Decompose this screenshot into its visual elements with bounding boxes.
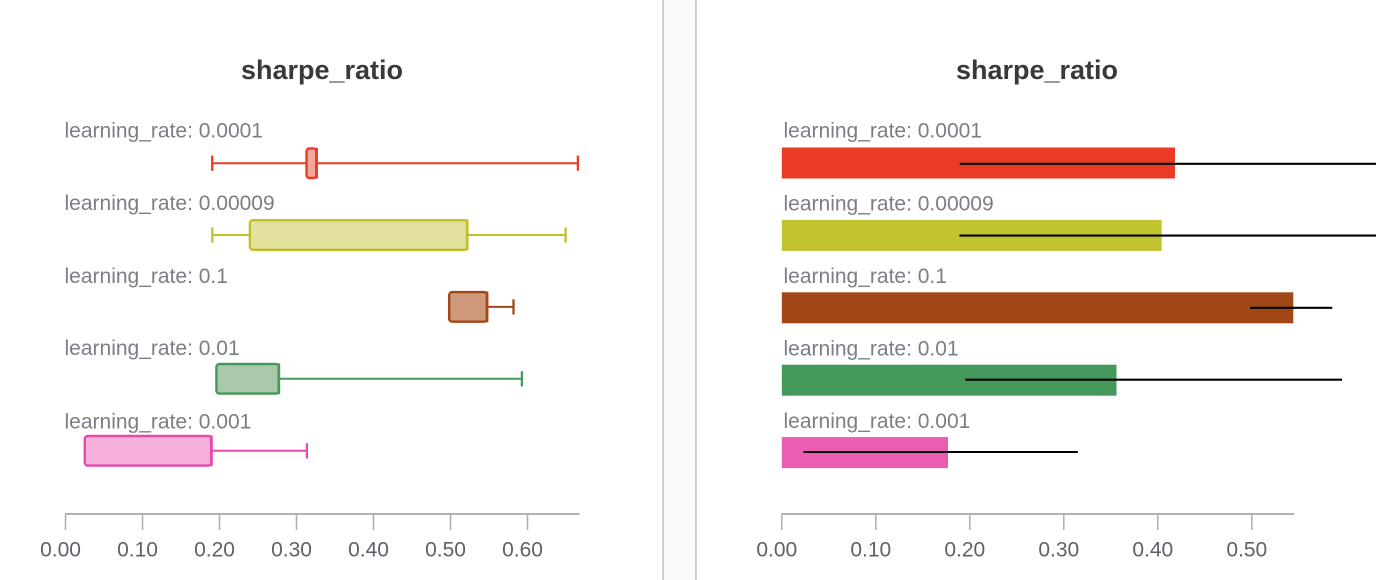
svg-text:learning_rate: 0.01: learning_rate: 0.01 [65,337,240,360]
svg-text:0.00: 0.00 [756,539,797,562]
svg-text:learning_rate: 0.00009: learning_rate: 0.00009 [65,192,275,215]
svg-text:learning_rate: 0.1: learning_rate: 0.1 [784,265,947,288]
svg-text:0.20: 0.20 [944,539,985,562]
svg-text:learning_rate: 0.001: learning_rate: 0.001 [784,410,971,433]
svg-text:0.40: 0.40 [348,539,389,562]
svg-text:0.30: 0.30 [1038,539,1079,562]
svg-text:0.50: 0.50 [425,539,466,562]
svg-text:learning_rate: 0.01: learning_rate: 0.01 [784,338,959,361]
svg-text:sharpe_ratio: sharpe_ratio [956,55,1118,85]
svg-text:0.30: 0.30 [271,539,312,562]
svg-text:learning_rate: 0.1: learning_rate: 0.1 [65,265,228,288]
svg-text:learning_rate: 0.0001: learning_rate: 0.0001 [65,119,264,142]
svg-text:0.00: 0.00 [40,539,81,562]
svg-text:0.60: 0.60 [502,539,543,562]
svg-text:sharpe_ratio: sharpe_ratio [241,55,403,85]
svg-text:0.10: 0.10 [850,539,891,562]
svg-text:0.50: 0.50 [1226,539,1267,562]
svg-text:learning_rate: 0.00009: learning_rate: 0.00009 [784,192,994,215]
svg-text:0.20: 0.20 [194,539,235,562]
svg-text:learning_rate: 0.001: learning_rate: 0.001 [65,410,252,433]
svg-text:learning_rate: 0.0001: learning_rate: 0.0001 [784,119,983,142]
svg-text:0.10: 0.10 [117,539,158,562]
svg-text:0.40: 0.40 [1132,539,1173,562]
